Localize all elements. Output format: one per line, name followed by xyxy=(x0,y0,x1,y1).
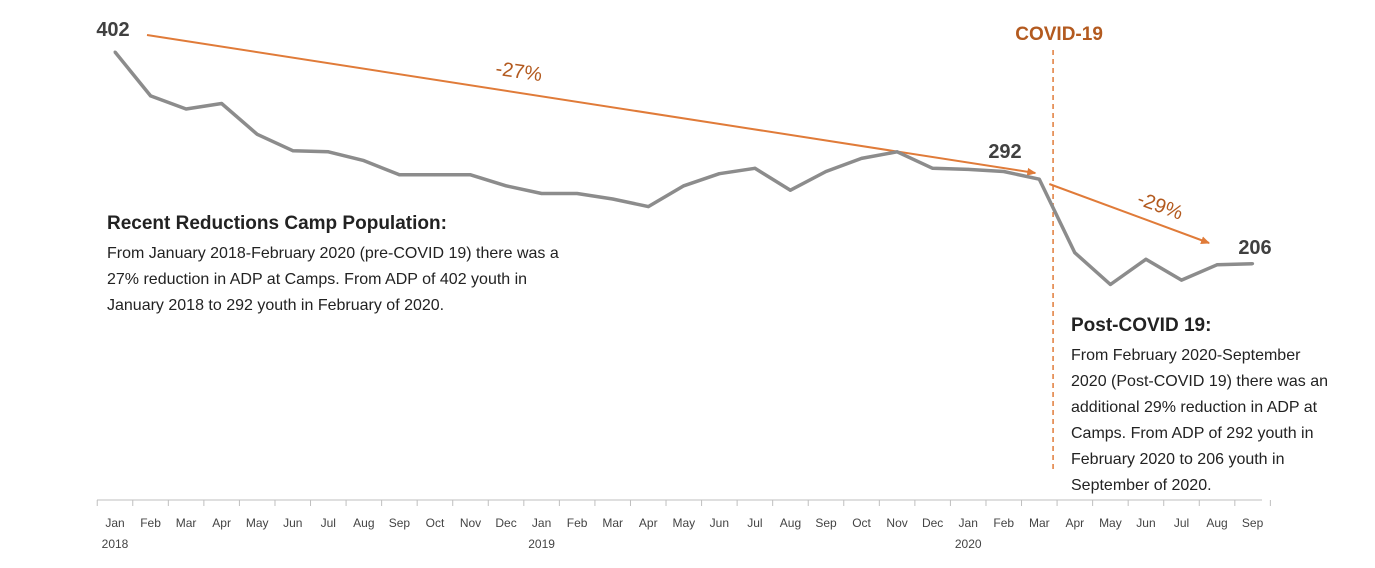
data-point xyxy=(824,170,828,174)
annotation-pre-covid-title: Recent Reductions Camp Population: xyxy=(107,213,447,234)
series-layer xyxy=(113,50,1255,287)
data-point xyxy=(682,184,686,188)
annotation-pre-covid: Recent Reductions Camp Population: From … xyxy=(107,213,559,314)
x-tick-label: Jan xyxy=(532,516,551,530)
x-tick-label: May xyxy=(1099,516,1122,530)
x-tick-label: Sep xyxy=(1242,516,1264,530)
x-tick-label: Jun xyxy=(283,516,302,530)
annotation-post-covid-line: From February 2020-September xyxy=(1071,347,1301,364)
x-year-label: 2019 xyxy=(528,537,555,551)
x-tick-label: Mar xyxy=(1029,516,1050,530)
data-label: 402 xyxy=(96,19,129,41)
x-tick-label: Mar xyxy=(602,516,623,530)
x-tick-label: Jul xyxy=(747,516,762,530)
data-point xyxy=(326,150,330,154)
data-point xyxy=(540,191,544,195)
data-point xyxy=(1215,263,1219,267)
x-tick-label: Feb xyxy=(993,516,1014,530)
annotation-post-covid-line: February 2020 to 206 youth in xyxy=(1071,451,1284,468)
x-tick-label: Jun xyxy=(1136,516,1155,530)
data-point xyxy=(860,156,864,160)
data-point xyxy=(646,205,650,209)
annotation-post-covid-line: additional 29% reduction in ADP at xyxy=(1071,399,1318,416)
data-point xyxy=(1144,257,1148,261)
annotation-post-covid-line: 2020 (Post-COVID 19) there was an xyxy=(1071,373,1328,390)
data-point xyxy=(291,149,295,153)
x-tick-label: Apr xyxy=(639,516,658,530)
trend-arrow xyxy=(1048,183,1210,244)
trend-arrow-label: -27% xyxy=(494,58,544,86)
annotation-post-covid-line: September of 2020. xyxy=(1071,477,1212,494)
x-tick-label: Jul xyxy=(321,516,336,530)
x-tick-label: Jan xyxy=(959,516,978,530)
data-point xyxy=(397,173,401,177)
data-point xyxy=(149,94,153,98)
data-point xyxy=(753,166,757,170)
data-point xyxy=(1037,177,1041,181)
data-point xyxy=(1073,251,1077,255)
data-point xyxy=(469,173,472,177)
data-point xyxy=(1180,278,1183,282)
data-labels: 402 292 206 xyxy=(96,19,1271,259)
data-point xyxy=(1002,170,1006,174)
x-year-label: 2020 xyxy=(955,537,982,551)
data-point xyxy=(220,102,224,106)
x-tick-label: Nov xyxy=(460,516,481,530)
x-tick-label: Dec xyxy=(495,516,516,530)
data-point xyxy=(788,188,792,192)
data-point xyxy=(575,191,579,195)
data-point xyxy=(362,159,366,163)
x-tick-label: Jan xyxy=(105,516,124,530)
data-point xyxy=(113,50,117,54)
data-point xyxy=(1251,262,1255,266)
data-point xyxy=(717,172,721,176)
x-tick-label: Aug xyxy=(780,516,801,530)
data-point xyxy=(931,166,935,170)
data-point xyxy=(504,184,508,188)
x-tick-label: Nov xyxy=(886,516,907,530)
x-tick-label: Jul xyxy=(1174,516,1189,530)
x-tick-label: Dec xyxy=(922,516,943,530)
annotation-pre-covid-line: 27% reduction in ADP at Camps. From ADP … xyxy=(107,271,527,288)
covid-marker-label: COVID-19 xyxy=(1015,24,1103,45)
data-point xyxy=(184,107,188,111)
trend-arrow xyxy=(146,34,1037,176)
x-tick-label: Feb xyxy=(140,516,161,530)
annotation-post-covid: Post-COVID 19: From February 2020-Septem… xyxy=(1071,315,1328,494)
x-tick-label: May xyxy=(246,516,269,530)
data-point xyxy=(966,167,970,171)
x-tick-label: Aug xyxy=(353,516,374,530)
x-tick-label: Mar xyxy=(176,516,197,530)
data-point xyxy=(611,197,615,201)
data-point xyxy=(1108,283,1112,287)
x-tick-label: Aug xyxy=(1206,516,1227,530)
x-tick-label: Apr xyxy=(212,516,231,530)
x-tick-label: Jun xyxy=(710,516,729,530)
annotation-pre-covid-line: January 2018 to 292 youth in February of… xyxy=(107,297,444,314)
data-point xyxy=(895,150,899,154)
data-label: 206 xyxy=(1238,237,1271,259)
annotation-post-covid-title: Post-COVID 19: xyxy=(1071,315,1211,336)
data-label: 292 xyxy=(988,141,1021,163)
trend-arrows: -27%-29%COVID-19 xyxy=(146,24,1210,470)
annotation-post-covid-line: Camps. From ADP of 292 youth in xyxy=(1071,425,1313,442)
data-point xyxy=(433,173,437,177)
x-tick-label: Oct xyxy=(426,516,445,530)
x-tick-label: Apr xyxy=(1066,516,1085,530)
x-axis: Jan Feb Mar Apr May Jun Jul Aug Sep Oct Nov Dec Jan F… xyxy=(96,499,1271,551)
x-tick-label: Sep xyxy=(815,516,837,530)
x-year-label: 2018 xyxy=(102,537,129,551)
x-tick-label: Oct xyxy=(852,516,871,530)
x-tick-label: May xyxy=(672,516,695,530)
data-point xyxy=(255,132,259,136)
x-tick-label: Feb xyxy=(567,516,588,530)
annotation-pre-covid-line: From January 2018-February 2020 (pre-COV… xyxy=(107,245,559,262)
x-tick-label: Sep xyxy=(389,516,411,530)
